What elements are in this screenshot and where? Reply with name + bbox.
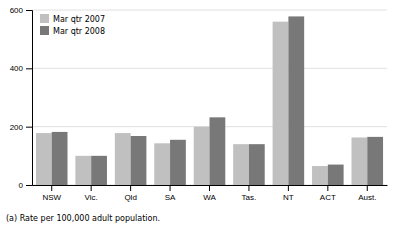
x-tick-label: Aust. xyxy=(358,193,376,202)
y-tick-mark xyxy=(26,10,32,11)
bar xyxy=(367,137,383,185)
legend-label: Mar qtr 2008 xyxy=(53,27,105,36)
x-tick: NSW xyxy=(42,185,61,202)
bar xyxy=(154,143,170,185)
legend-swatch xyxy=(40,26,49,35)
x-tick-mark xyxy=(51,185,52,191)
bar-series xyxy=(36,22,367,185)
x-tick: ACT xyxy=(320,185,336,202)
x-tick-label: SA xyxy=(165,193,176,202)
x-axis: NSW Vic. Qld SA WA Tas. NT ACT Aust. xyxy=(33,185,388,202)
x-tick-mark xyxy=(209,185,210,191)
grid xyxy=(32,10,387,185)
bar xyxy=(75,156,91,185)
x-tick-label: Tas. xyxy=(242,193,257,202)
x-tick-mark xyxy=(248,185,249,191)
axis-line xyxy=(26,11,33,186)
bar xyxy=(170,140,186,185)
bar xyxy=(273,22,289,185)
x-tick-mark xyxy=(288,185,289,191)
grid-line xyxy=(32,10,387,11)
bar xyxy=(52,132,68,185)
y-tick: 600 xyxy=(10,6,32,15)
footnote: (a) Rate per 100,000 adult population. xyxy=(6,214,160,223)
y-tick-label: 600 xyxy=(10,6,24,15)
bars xyxy=(36,16,383,185)
bar-series xyxy=(52,16,383,185)
x-tick: Qld xyxy=(124,185,136,202)
y-tick-mark xyxy=(26,185,32,186)
bar xyxy=(233,144,249,185)
y-tick: 200 xyxy=(10,123,32,132)
x-tick-mark xyxy=(327,185,328,191)
legend-item: Mar qtr 2008 xyxy=(40,26,105,36)
bar xyxy=(115,133,131,185)
y-axis: 0 200 400 600 xyxy=(10,6,33,190)
x-tick: Tas. xyxy=(242,185,257,202)
bar xyxy=(210,117,226,185)
x-tick-label: ACT xyxy=(320,193,336,202)
x-tick-mark xyxy=(367,185,368,191)
bar xyxy=(36,133,52,185)
y-tick-label: 200 xyxy=(10,123,24,132)
x-tick: WA xyxy=(203,185,216,202)
legend-label: Mar qtr 2007 xyxy=(53,15,105,24)
bar xyxy=(91,156,107,185)
x-tick: NT xyxy=(283,185,294,202)
legend-swatch xyxy=(40,14,49,23)
plot: NSW Vic. Qld SA WA Tas. NT ACT Aust. 0 200 400 600 Ma… xyxy=(10,6,388,202)
y-tick-mark xyxy=(26,127,32,128)
bar xyxy=(249,144,265,185)
bar xyxy=(131,136,147,185)
x-tick-label: NSW xyxy=(42,193,61,202)
bar xyxy=(288,16,304,185)
chart: NSW Vic. Qld SA WA Tas. NT ACT Aust. 0 200 400 600 Ma… xyxy=(0,0,397,227)
y-tick: 0 xyxy=(19,181,32,190)
grid-line xyxy=(32,68,387,69)
x-tick-mark xyxy=(130,185,131,191)
y-tick-mark xyxy=(26,68,32,69)
bar xyxy=(312,166,328,185)
y-tick: 400 xyxy=(10,64,32,73)
x-tick-label: WA xyxy=(203,193,216,202)
bar xyxy=(352,137,368,185)
y-tick-label: 0 xyxy=(19,181,24,190)
legend: Mar qtr 2007 Mar qtr 2008 xyxy=(40,14,105,36)
x-tick-mark xyxy=(91,185,92,191)
bar xyxy=(328,165,344,185)
x-tick-mark xyxy=(170,185,171,191)
x-tick-label: NT xyxy=(283,193,294,202)
bar xyxy=(194,127,210,185)
x-tick: Vic. xyxy=(85,185,98,202)
x-tick-label: Qld xyxy=(124,193,136,202)
legend-item: Mar qtr 2007 xyxy=(40,14,105,24)
x-tick-label: Vic. xyxy=(85,193,98,202)
y-tick-label: 400 xyxy=(10,64,24,73)
x-tick: SA xyxy=(165,185,176,202)
x-tick: Aust. xyxy=(358,185,376,202)
